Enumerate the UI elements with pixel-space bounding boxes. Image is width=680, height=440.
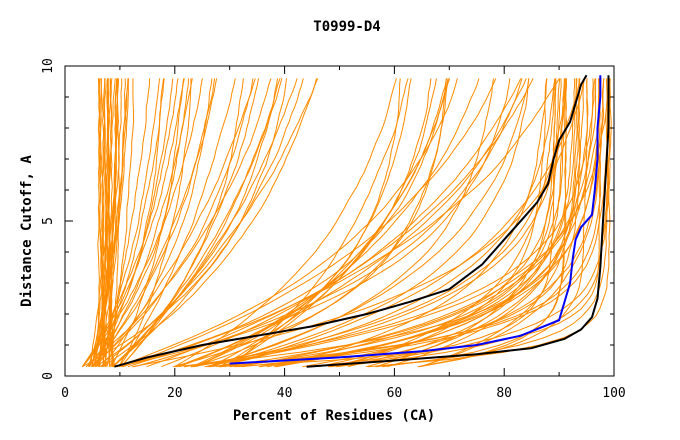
model-curve xyxy=(225,78,451,368)
y-tick-label: 5 xyxy=(41,217,56,225)
model-curve xyxy=(317,78,594,368)
model-curve xyxy=(274,78,548,368)
model-curve xyxy=(118,78,192,367)
model-curve xyxy=(230,78,561,368)
model-curves xyxy=(81,78,612,368)
model-curve xyxy=(365,78,585,368)
model-curve xyxy=(216,78,556,368)
model-curve xyxy=(122,78,497,368)
model-curve xyxy=(111,78,185,367)
model-curve xyxy=(91,78,174,367)
plot-frame xyxy=(64,65,615,377)
series-line-blue xyxy=(229,75,602,365)
x-tick-label: 100 xyxy=(602,386,625,401)
model-curve xyxy=(209,78,437,368)
model-curve xyxy=(97,78,150,367)
model-curve xyxy=(95,78,279,368)
series-line-black-1 xyxy=(114,74,588,368)
chart-title: T0999-D4 xyxy=(313,19,380,35)
axis-ticks xyxy=(64,65,615,377)
model-curve xyxy=(220,78,581,368)
model-curve xyxy=(375,78,609,368)
model-curve xyxy=(103,78,115,367)
model-curve xyxy=(134,78,523,368)
model-curve xyxy=(172,78,447,368)
model-curve xyxy=(132,78,586,368)
model-curve xyxy=(118,78,236,367)
highlight-curves xyxy=(114,74,610,368)
x-tick-label: 0 xyxy=(61,386,69,401)
model-curve xyxy=(190,78,566,368)
model-curve xyxy=(338,78,556,368)
model-curve xyxy=(174,78,397,368)
model-curve xyxy=(419,78,605,368)
model-curve xyxy=(100,78,105,367)
model-curve xyxy=(87,78,126,367)
model-curve xyxy=(112,78,244,368)
model-curve xyxy=(127,78,560,368)
model-curve xyxy=(161,78,522,368)
model-curve xyxy=(332,78,548,368)
model-curve xyxy=(219,78,562,368)
model-curve xyxy=(146,78,534,368)
x-axis-label: Percent of Residues (CA) xyxy=(233,408,435,424)
model-curve xyxy=(347,78,576,368)
y-tick-labels: 0 5 10 xyxy=(41,58,56,380)
model-curve xyxy=(387,78,589,368)
model-curve xyxy=(274,78,567,368)
model-curve xyxy=(121,78,449,368)
y-tick-label: 10 xyxy=(41,58,56,74)
model-curve xyxy=(94,78,193,367)
model-curve xyxy=(111,78,304,368)
x-tick-labels: 0 20 40 60 80 100 xyxy=(61,386,626,401)
y-tick-label: 0 xyxy=(41,372,56,380)
model-curve xyxy=(183,78,596,368)
model-curve xyxy=(98,78,129,367)
x-tick-label: 80 xyxy=(496,386,512,401)
series-line-black-2 xyxy=(306,75,610,368)
model-curve xyxy=(118,78,511,368)
model-curve xyxy=(417,78,568,368)
x-tick-label: 20 xyxy=(167,386,183,401)
x-tick-label: 40 xyxy=(277,386,293,401)
model-curve xyxy=(219,78,412,368)
model-curve xyxy=(92,78,218,368)
model-curve xyxy=(120,78,259,368)
model-curve xyxy=(191,78,480,368)
model-curve xyxy=(208,78,602,368)
model-curve xyxy=(120,78,281,368)
x-tick-label: 60 xyxy=(387,386,403,401)
model-curve xyxy=(108,78,113,367)
model-curve xyxy=(196,78,447,368)
model-curve xyxy=(367,78,612,368)
model-curve xyxy=(91,78,254,368)
model-curve xyxy=(100,78,213,368)
model-curve xyxy=(92,78,216,368)
model-curve xyxy=(89,78,116,367)
model-curve xyxy=(266,78,578,368)
model-curve xyxy=(207,78,494,368)
model-curve xyxy=(209,78,530,368)
model-curve xyxy=(94,78,100,367)
model-curve xyxy=(204,78,566,368)
model-curve xyxy=(101,78,317,368)
y-axis-label: Distance Cutoff, A xyxy=(19,155,35,307)
model-curve xyxy=(238,78,597,368)
model-curve xyxy=(85,78,272,368)
